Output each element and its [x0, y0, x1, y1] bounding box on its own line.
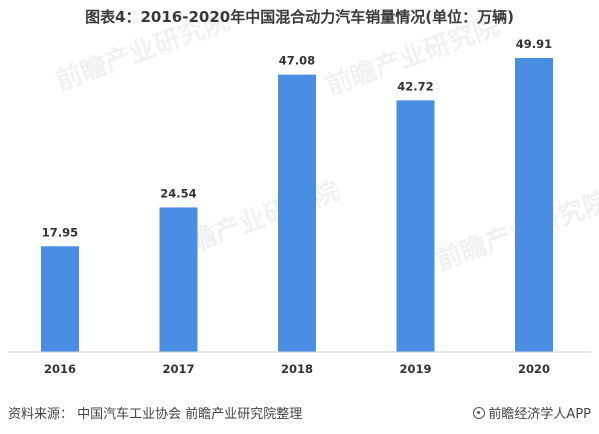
x-tick-label-2020: 2020: [518, 362, 550, 376]
x-tick-labels: 2016 2017 2018 2019 2020: [44, 362, 550, 376]
value-label-2017: 24.54: [160, 186, 196, 200]
x-tick-label-2017: 2017: [162, 362, 194, 376]
value-label-2018: 47.08: [279, 54, 315, 68]
watermark-text: 前瞻产业研究院: [52, 5, 234, 96]
x-tick-label-2018: 2018: [281, 362, 313, 376]
value-label-2019: 42.72: [397, 79, 433, 93]
value-label-2016: 17.95: [42, 225, 78, 239]
value-label-2020: 49.91: [516, 37, 552, 51]
x-tick-label-2019: 2019: [399, 362, 431, 376]
value-labels: 17.95 24.54 47.08 42.72 49.91: [42, 37, 552, 239]
bar-2018: [278, 74, 316, 352]
source-note: 资料来源： 中国汽车工业协会 前瞻产业研究院整理: [8, 407, 303, 422]
brand-name: 前瞻经济学人APP: [488, 407, 591, 422]
bar-2016: [41, 246, 79, 352]
brand-logo-icon: [473, 406, 486, 419]
bar-2020: [515, 57, 553, 352]
x-tick-label-2016: 2016: [44, 362, 76, 376]
bars: [41, 57, 553, 352]
bar-2019: [396, 100, 435, 352]
bar-2017: [159, 207, 198, 352]
brand-credit: 前瞻经济学人APP: [473, 403, 591, 422]
chart-title: 图表4：2016-2020年中国混合动力汽车销量情况(单位：万辆): [85, 8, 514, 26]
